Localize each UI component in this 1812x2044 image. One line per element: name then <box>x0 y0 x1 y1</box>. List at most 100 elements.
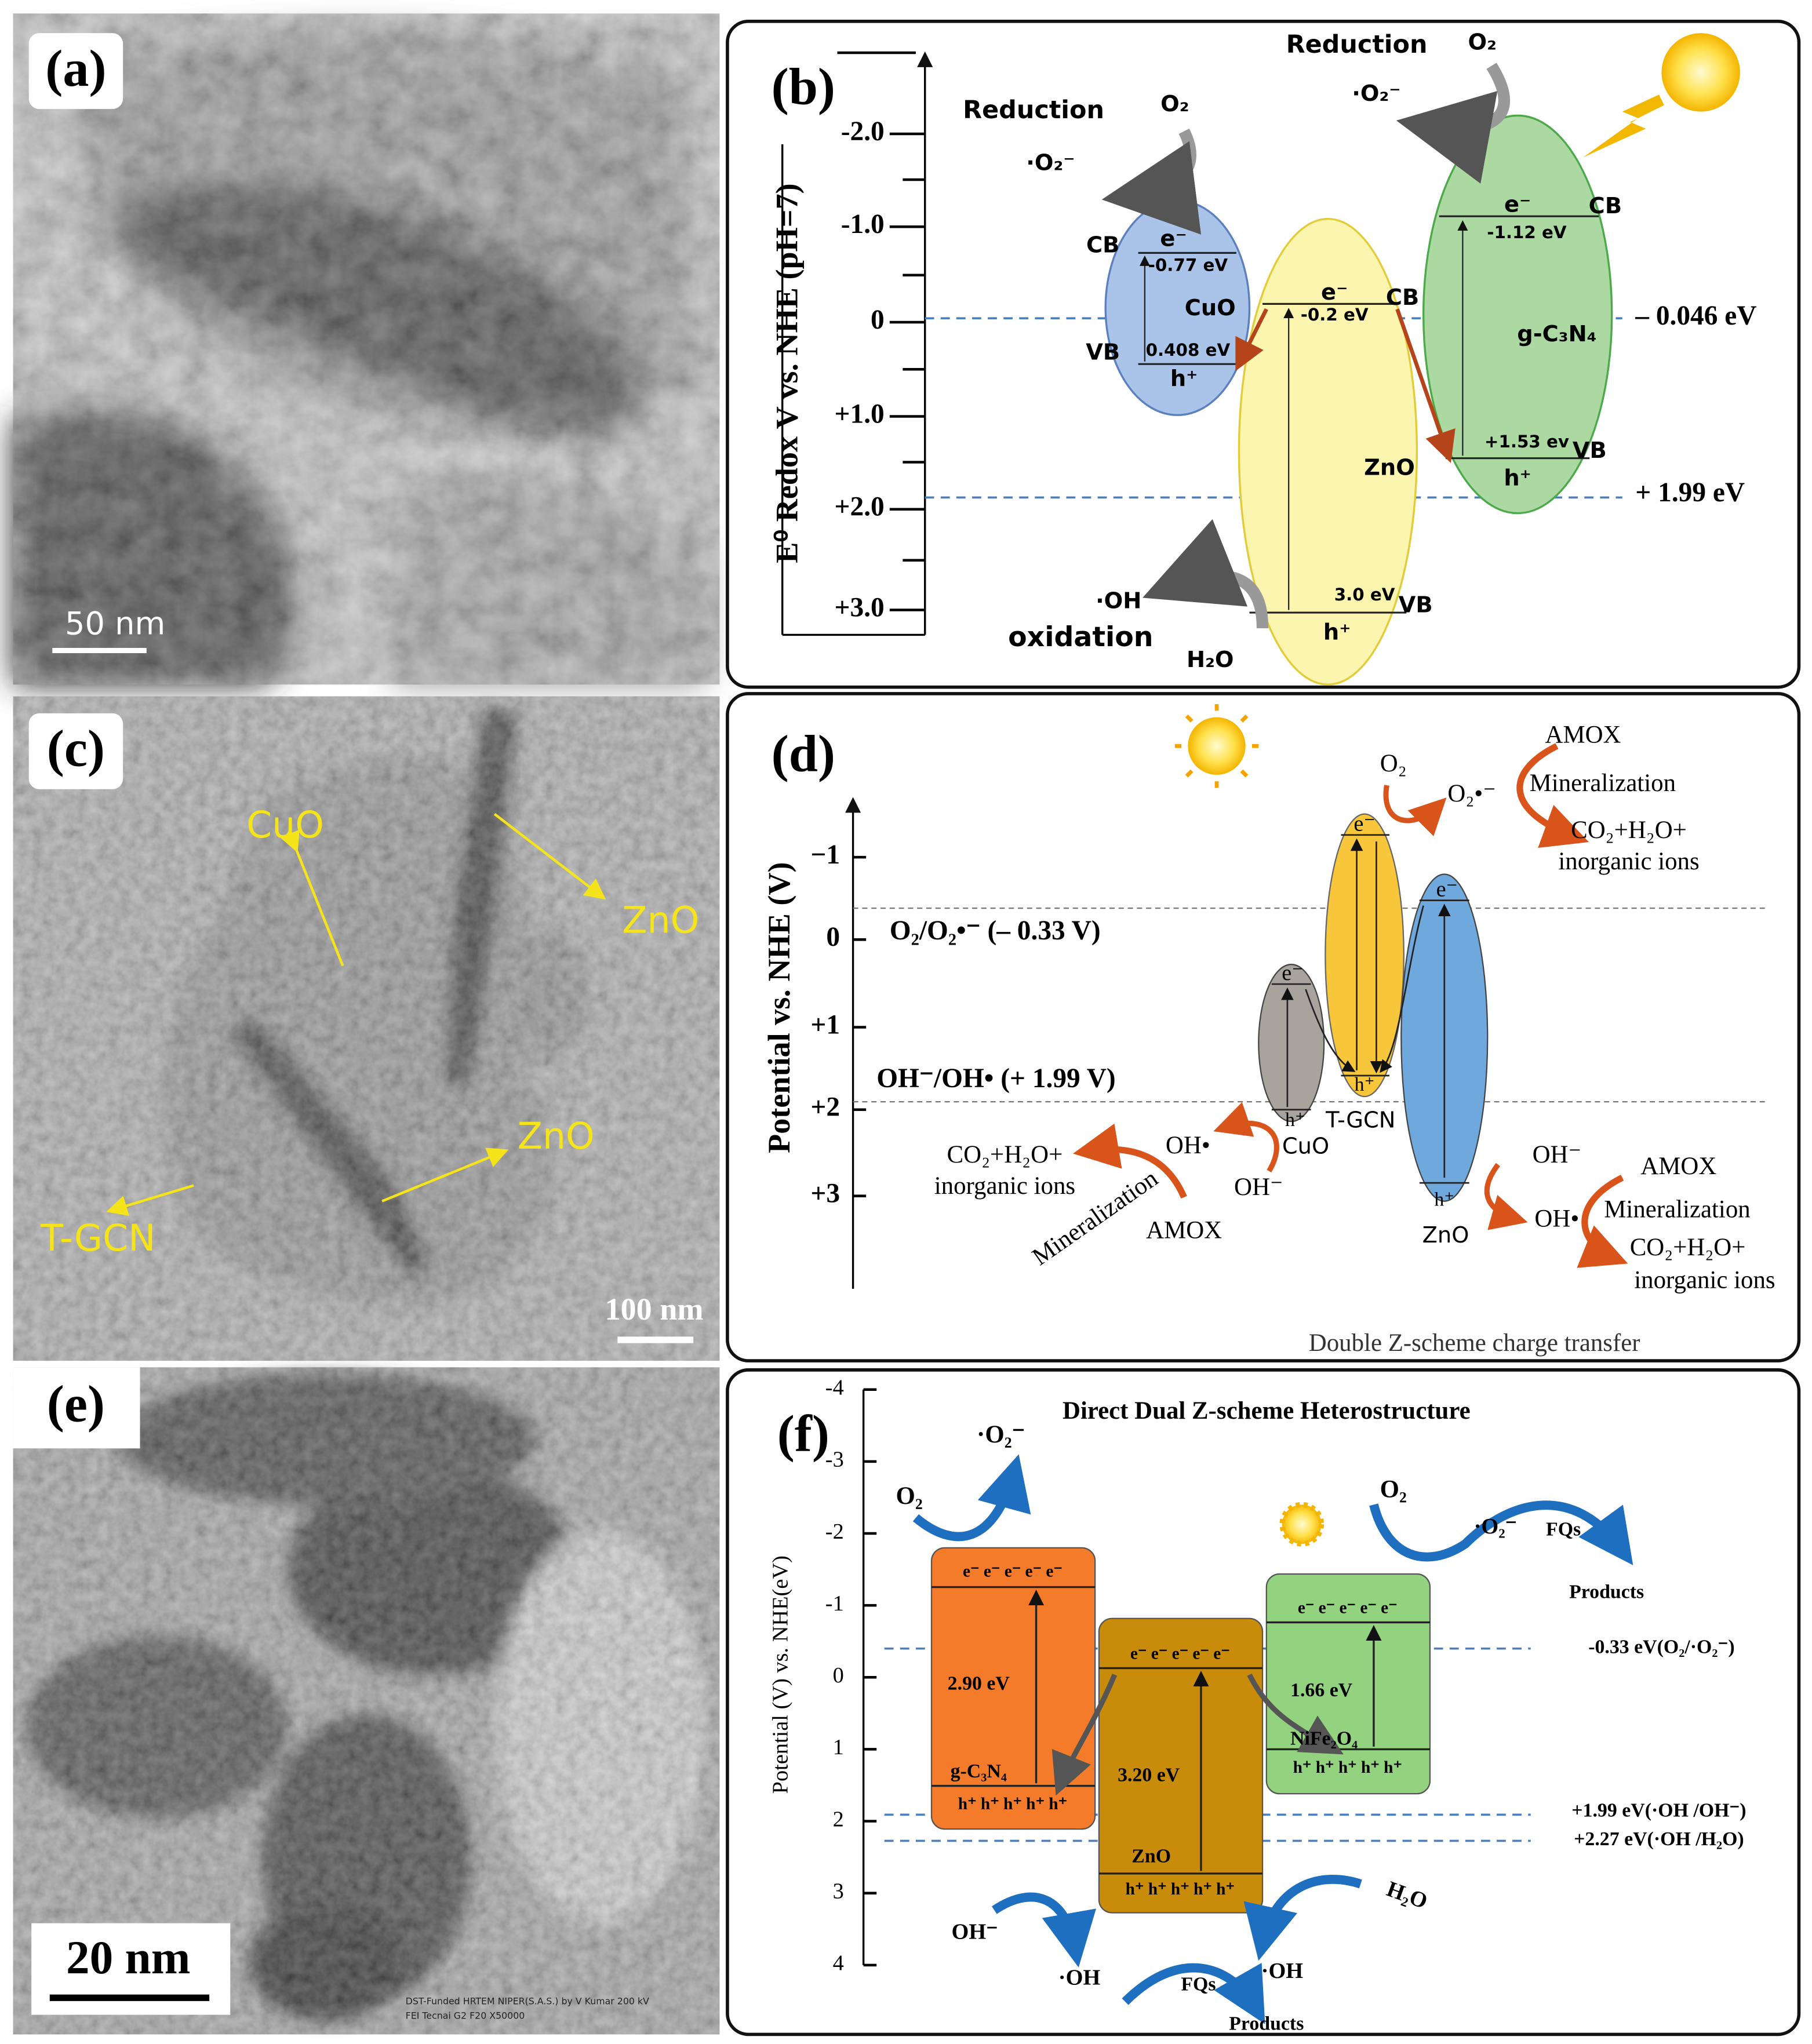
species: O₂ <box>1468 30 1497 56</box>
level-label: +2.27 eV(·OH /H₂O) <box>1574 1828 1744 1850</box>
species: O₂ <box>1380 1476 1407 1503</box>
pointer <box>106 1184 194 1216</box>
process: Mineralization <box>1604 1196 1750 1223</box>
pollutant: FQs <box>1181 1974 1216 1995</box>
tem-grain <box>13 696 720 1361</box>
species: OH⁻ <box>1533 1141 1582 1168</box>
scale-bar-label: 50 nm <box>65 605 165 642</box>
cb-energy: -0.77 eV <box>1148 255 1228 275</box>
reaction-arrow <box>1396 63 1511 184</box>
reaction-label: oxidation <box>1008 621 1153 653</box>
tick-label: -2 <box>825 1520 844 1544</box>
material: NiFe₂O₄ <box>1290 1728 1358 1749</box>
tick-marks <box>863 1388 877 1967</box>
cuo-band <box>1258 964 1325 1123</box>
holes: h⁺ h⁺ h⁺ h⁺ h⁺ <box>1126 1880 1235 1899</box>
products: Products <box>1229 2013 1304 2034</box>
tick-label: 4 <box>833 1951 844 1976</box>
products: inorganic ions <box>934 1172 1075 1200</box>
caption: Double Z-scheme charge transfer <box>1309 1329 1640 1357</box>
electron: e⁻ <box>1282 961 1303 985</box>
vb-label: VB <box>1573 438 1607 464</box>
cb-label: CB <box>1589 193 1622 219</box>
sun <box>1279 1502 1325 1547</box>
axis-title: Potential (V) vs. NHE(eV) <box>769 1555 793 1794</box>
light-bolt <box>1583 94 1664 158</box>
hole: h⁺ <box>1170 366 1198 392</box>
label-box <box>28 33 123 110</box>
tick-label: +1 <box>810 1010 840 1040</box>
connector <box>1305 989 1356 1072</box>
sun <box>1188 717 1246 775</box>
panel-label: (f) <box>777 1405 829 1463</box>
annotation: ZnO <box>622 899 699 942</box>
tgcn-band <box>1325 813 1405 1098</box>
species: ·O₂⁻ <box>977 1421 1025 1448</box>
connector <box>1185 714 1194 723</box>
process: Mineralization <box>1530 770 1676 797</box>
panel-label: (c) <box>47 720 105 778</box>
material: ZnO <box>1131 1846 1171 1867</box>
electron: e⁻ <box>1436 877 1458 902</box>
hole: h⁺ <box>1323 620 1351 646</box>
panel-label: (d) <box>772 725 835 783</box>
material: ZnO <box>1422 1222 1469 1248</box>
level-label: -0.33 eV(O₂/·O₂⁻) <box>1588 1636 1734 1657</box>
transfer-arrow <box>1247 1673 1344 1755</box>
tick-label: -3 <box>825 1448 844 1472</box>
electrons: e⁻ e⁻ e⁻ e⁻ e⁻ <box>1298 1599 1398 1617</box>
tick-label: -1 <box>825 1591 844 1616</box>
species: ·O₂⁻ <box>1026 150 1075 176</box>
annotation: CuO <box>246 803 324 846</box>
connector <box>1185 769 1194 778</box>
material: ZnO <box>1364 454 1415 480</box>
band-edges <box>1271 834 1469 1184</box>
electron: e⁻ <box>1321 279 1348 305</box>
reaction-arrow <box>1073 1123 1187 1199</box>
panel-label: (e) <box>47 1375 105 1433</box>
level-label: – 0.046 eV <box>1635 301 1756 331</box>
hole: h⁺ <box>1285 1109 1305 1131</box>
species: ·O₂⁻ <box>1474 1514 1517 1539</box>
axis-title: E⁰ Redox V vs. NHE (pH=7) <box>770 183 805 563</box>
panel-a: (a) 50 nm <box>13 13 720 685</box>
tick-label: -2.0 <box>841 116 885 147</box>
tick-marks <box>889 132 925 611</box>
tem-grain <box>13 13 720 685</box>
reaction-arrow <box>1516 743 1589 848</box>
species: OH⁻ <box>952 1919 998 1944</box>
transfer-arrow <box>1235 308 1268 371</box>
pointer <box>280 829 344 967</box>
species: H₂O <box>1187 647 1234 673</box>
tick-label: 0 <box>826 922 840 952</box>
band-gap: 3.20 eV <box>1118 1765 1180 1786</box>
tick-label: +2 <box>810 1092 840 1123</box>
products: CO₂+H₂O+ <box>1630 1234 1746 1261</box>
hole: h⁺ <box>1355 1074 1375 1095</box>
reaction-arrow <box>1484 1163 1528 1230</box>
species: ·OH <box>1261 1959 1304 1983</box>
footer: FEI Tecnai G2 F20 X50000 <box>406 2010 525 2021</box>
material: g-C₃N₄ <box>951 1761 1007 1782</box>
tick-label: +3.0 <box>835 592 885 622</box>
species: O₂•⁻ <box>1447 780 1496 807</box>
reaction-arrow <box>1122 1962 1265 2024</box>
material: g-C₃N₄ <box>1517 321 1596 347</box>
cb-label: CB <box>1386 285 1419 311</box>
reaction-arrow <box>1369 1500 1633 1565</box>
species: OH• <box>1534 1205 1579 1232</box>
connector <box>1240 769 1249 778</box>
tick-marks <box>853 855 867 1197</box>
connector <box>1380 905 1424 1073</box>
reaction-arrow <box>1213 1102 1279 1173</box>
sun-rays <box>1174 704 1259 788</box>
band-gap: 1.66 eV <box>1290 1679 1353 1701</box>
tick-label: −1 <box>810 840 840 870</box>
scale-bar-label: 20 nm <box>66 1932 190 1984</box>
tick-label: 1 <box>833 1735 844 1759</box>
tick-label: +2.0 <box>835 492 885 522</box>
panel-label: (a) <box>45 39 106 97</box>
